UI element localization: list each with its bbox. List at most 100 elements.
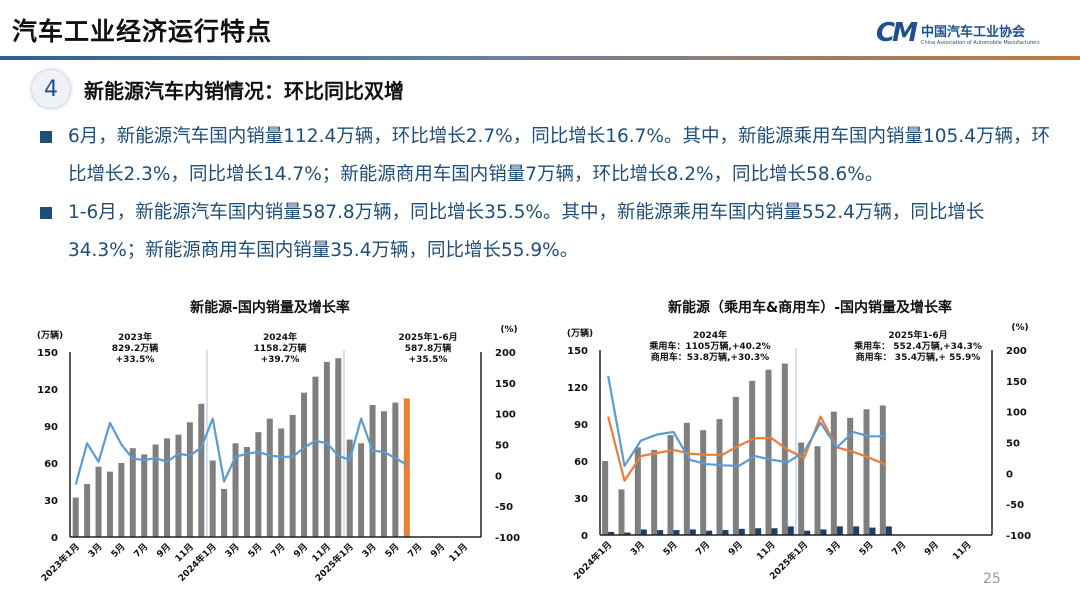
bar-passenger <box>781 363 788 535</box>
x-tick-label: 3月 <box>86 541 105 560</box>
bar <box>369 405 376 537</box>
bar <box>141 454 148 537</box>
bar <box>403 398 410 537</box>
y-tick-label: 30 <box>44 496 58 507</box>
y-axis-label: (万辆) <box>567 327 593 339</box>
annotation-text: 乘用车：1105万辆,+40.2% <box>648 340 770 352</box>
growth-line-orange <box>607 415 887 482</box>
bar-commercial <box>673 530 680 535</box>
y2-tick-label: 150 <box>1006 377 1027 388</box>
y-tick-label: 120 <box>567 383 588 394</box>
bar <box>392 402 399 537</box>
x-tick-label: 7月 <box>694 539 713 558</box>
bar <box>278 428 285 537</box>
bar <box>335 358 342 537</box>
bar-passenger <box>683 422 690 535</box>
y-tick-label: 30 <box>574 494 588 505</box>
bar-passenger <box>879 405 886 535</box>
bar-passenger <box>765 369 772 535</box>
logo-cn: 中国汽车工业协会 <box>920 24 1025 40</box>
x-tick-label: 3月 <box>824 539 843 558</box>
bar-commercial <box>640 529 647 535</box>
bar-commercial <box>771 528 778 535</box>
y2-tick-label: 150 <box>495 379 516 390</box>
page-title: 汽车工业经济运行特点 <box>12 17 273 46</box>
y-tick-label: 120 <box>37 385 58 396</box>
annotation-text: 2024年 <box>693 329 727 341</box>
x-tick-label: 9月 <box>155 541 174 560</box>
bullet-list: 6月，新能源汽车国内销量112.4万辆，环比增长2.7%，同比增长16.7%。其… <box>40 118 1050 270</box>
growth-line <box>74 417 408 485</box>
x-tick-label: 11月 <box>951 539 974 562</box>
bar <box>129 448 136 537</box>
y2-tick-label: 50 <box>1006 439 1020 450</box>
bar-passenger <box>602 461 609 535</box>
bar-commercial <box>689 529 696 535</box>
x-tick-label: 5月 <box>109 541 128 560</box>
growth-line-blue <box>607 375 886 468</box>
bar <box>323 361 330 537</box>
annotation-text: 829.2万辆 <box>112 342 158 354</box>
page-number: 25 <box>983 571 1001 587</box>
y-tick-label: 90 <box>44 422 58 433</box>
bar-passenger <box>814 446 821 535</box>
x-tick-label: 2023年1月 <box>38 541 81 584</box>
y-tick-label: 150 <box>37 348 58 359</box>
y2-axis-label: (%) <box>500 325 517 335</box>
annotation-text: 1158.2万辆 <box>254 342 307 354</box>
x-tick-label: 9月 <box>292 541 311 560</box>
bar <box>106 471 113 537</box>
bar <box>221 488 228 537</box>
x-tick-label: 5月 <box>246 541 265 560</box>
bar-passenger <box>830 411 837 535</box>
bar-commercial <box>885 526 892 535</box>
bar <box>198 403 205 537</box>
bar <box>175 434 182 537</box>
y-tick-label: 150 <box>567 346 588 357</box>
bullet-item: 1-6月，新能源汽车国内销量587.8万辆，同比增长35.5%。其中，新能源乘用… <box>40 194 1050 270</box>
bar-commercial <box>706 530 713 535</box>
bar <box>84 483 91 537</box>
annotation-text: +39.7% <box>261 355 300 365</box>
y2-tick-label: 200 <box>495 348 516 359</box>
bar-passenger <box>618 489 625 535</box>
y-tick-label: 0 <box>581 531 588 542</box>
bar-commercial <box>624 532 631 535</box>
bar-commercial <box>869 527 876 535</box>
section-number: 4 <box>32 70 70 108</box>
annotation-text: 2025年1-6月 <box>398 331 457 343</box>
bar-passenger <box>847 417 854 535</box>
x-tick-label: 5月 <box>661 539 680 558</box>
bar <box>186 422 193 537</box>
bar-commercial <box>836 526 843 535</box>
bar <box>243 446 250 537</box>
bar <box>209 460 216 537</box>
y2-tick-label: 200 <box>1006 346 1027 357</box>
bar <box>346 439 353 537</box>
annotation-text: 商用车： 35.4万辆,+ 55.9% <box>856 351 981 363</box>
logo-en: China Association of Automobile Manufact… <box>920 39 1040 46</box>
chart-title: 新能源-国内销量及增长率 <box>190 299 350 316</box>
chart-total-sales: 新能源-国内销量及增长率 (万辆) (%) 0 30 60 90 120 150 -100 -50 0… <box>37 299 520 584</box>
x-tick-label: 9月 <box>726 539 745 558</box>
x-tick-label: 9月 <box>429 541 448 560</box>
bar <box>164 438 171 537</box>
bar <box>232 443 239 537</box>
x-tick-label: 7月 <box>269 541 288 560</box>
annotation-text: 2023年 <box>118 331 152 343</box>
bar <box>358 443 365 537</box>
y-tick-label: 0 <box>51 533 58 544</box>
x-tick-label: 7月 <box>132 541 151 560</box>
bar <box>118 463 125 537</box>
bullet-text: 6月，新能源汽车国内销量112.4万辆，环比增长2.7%，同比增长16.7%。其… <box>68 126 1050 185</box>
y2-tick-label: 50 <box>495 441 509 452</box>
bar-commercial <box>853 526 860 535</box>
section-title: 新能源汽车内销情况：环比同比双增 <box>84 78 404 103</box>
x-tick-label: 3月 <box>628 539 647 558</box>
y2-tick-label: -100 <box>1006 531 1031 542</box>
y2-tick-label: -50 <box>1006 500 1024 511</box>
bullet-square-icon <box>40 131 52 143</box>
header-divider <box>0 56 1080 60</box>
bar-passenger <box>667 435 674 535</box>
bar-commercial <box>755 528 762 535</box>
